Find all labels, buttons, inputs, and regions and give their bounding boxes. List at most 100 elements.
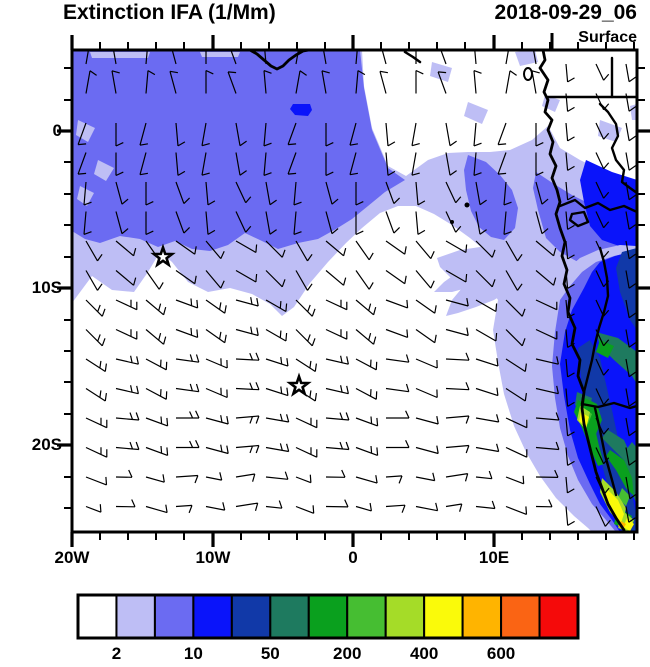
wind-barb [115, 181, 129, 205]
wind-barb [385, 299, 409, 309]
wind-barb [415, 299, 437, 314]
wind-barb [385, 504, 406, 513]
wind-barb [235, 473, 256, 482]
wind-barb [355, 299, 377, 316]
wind-barb [445, 297, 469, 307]
wind-barb [385, 383, 410, 393]
wind-barb [235, 352, 260, 361]
wind-barb [415, 69, 424, 94]
wind-barb [535, 356, 559, 365]
wind-barb [201, 152, 210, 176]
wind-barb [115, 123, 124, 147]
wind-barb [115, 240, 137, 257]
region-yellow [604, 490, 624, 526]
wind-barb [349, 152, 359, 176]
wind-barb [535, 123, 544, 147]
wind-barb [535, 211, 549, 235]
wind-barb [473, 122, 482, 147]
x-axis-label-20W: 20W [54, 548, 90, 567]
wind-barb [325, 123, 334, 147]
wind-barb [386, 410, 410, 419]
wind-barb [385, 211, 401, 234]
wind-barb [355, 445, 379, 456]
wind-barb [265, 211, 277, 235]
wind-barb [595, 240, 610, 258]
region-mottle [464, 102, 488, 124]
colorbar-label-400: 400 [409, 644, 439, 663]
wind-barb [115, 328, 138, 340]
wind-barb [445, 122, 457, 147]
wind-barb [175, 211, 191, 234]
wind-barb [415, 181, 426, 206]
wind-barb [325, 355, 349, 365]
wind-barb [625, 388, 637, 407]
wind-barb [415, 358, 438, 369]
wind-barb [85, 50, 90, 65]
wind-barb [445, 352, 470, 361]
wind-barb [295, 50, 300, 65]
wind-barb [595, 181, 610, 199]
wind-barb [505, 70, 517, 94]
region-speckle [77, 186, 94, 206]
wind-barb [415, 502, 439, 512]
wind-barb [201, 122, 210, 147]
wind-barb [625, 181, 637, 201]
wind-barb [325, 499, 349, 508]
wind-barb [325, 181, 339, 205]
wind-barb [85, 476, 108, 486]
wind-barb [175, 327, 199, 338]
wind-barb [265, 500, 283, 509]
wind-barb [445, 327, 469, 337]
wind-barb [565, 240, 575, 260]
region-mottle [630, 104, 637, 120]
wind-barb [595, 93, 610, 111]
wind-barb [145, 445, 169, 456]
colorbar-cell [192, 594, 233, 639]
wind-barb [175, 152, 186, 176]
wind-barb [385, 354, 410, 363]
colorbar-outline [76, 593, 580, 640]
wind-barb [475, 181, 487, 206]
wind-barb [145, 387, 168, 400]
wind-barb [415, 240, 435, 259]
wind-barb [625, 93, 637, 112]
colorbar-cell [423, 594, 464, 639]
wind-barb [385, 270, 407, 285]
wind-barb [355, 182, 364, 206]
wind-barb [325, 385, 349, 395]
region-bright-blue-patch [290, 104, 312, 116]
wind-barb [415, 415, 439, 425]
wind-barb [175, 240, 197, 255]
wind-barb [115, 211, 129, 235]
wind-barb [625, 299, 637, 319]
wind-barb [445, 269, 468, 283]
wind-barb [565, 122, 575, 142]
wind-barb [145, 504, 168, 514]
wind-barb [497, 122, 507, 146]
wind-barb [235, 444, 260, 454]
colorbar-cell [500, 594, 541, 639]
wind-barb [595, 63, 610, 81]
wind-barb [475, 470, 493, 480]
wind-barb [625, 476, 637, 500]
wind-barb [535, 441, 560, 451]
wind-barb [355, 475, 378, 484]
wind-barb [381, 50, 387, 65]
wind-barb [565, 506, 575, 526]
map-dot [464, 202, 470, 208]
wind-barb [205, 299, 227, 314]
colorbar-cell [115, 594, 156, 639]
country-border [580, 246, 610, 406]
wind-barb [265, 356, 289, 367]
wind-barb [265, 328, 288, 342]
wind-barb [175, 474, 199, 484]
wind-barb [139, 152, 149, 176]
wind-barb [445, 240, 468, 254]
wind-barb [445, 382, 470, 391]
region-speckle [94, 160, 114, 181]
wind-barb [595, 122, 610, 140]
wind-barb [235, 415, 260, 424]
wind-barb [145, 211, 154, 236]
wind-barb [175, 270, 197, 285]
wind-barb [505, 505, 528, 515]
